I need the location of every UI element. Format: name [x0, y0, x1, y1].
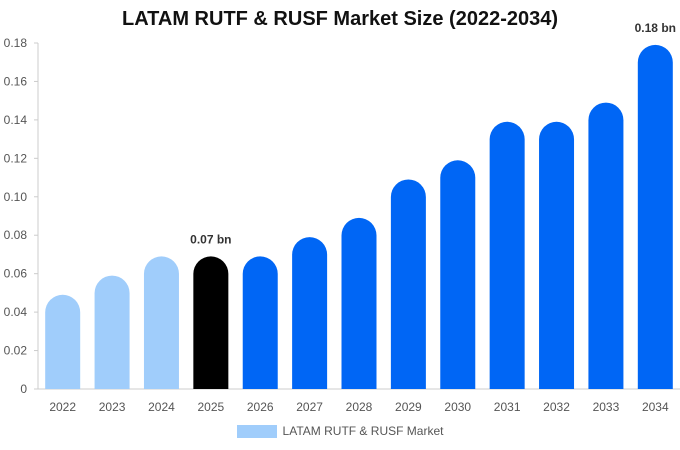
data-label-2034: 0.18 bn — [635, 21, 676, 35]
legend-swatch — [236, 424, 277, 438]
x-tick-label: 2024 — [148, 400, 175, 414]
bar-2024[interactable] — [143, 256, 179, 389]
x-tick-label: 2023 — [99, 400, 126, 414]
x-tick-label: 2032 — [543, 400, 570, 414]
y-tick-label: 0.16 — [4, 74, 28, 88]
x-tick-label: 2025 — [197, 400, 224, 414]
y-axis: 0 0.02 0.04 0.06 0.08 0.10 0.12 0.14 0.16 0.18 — [4, 36, 39, 396]
y-tick-label: 0.04 — [4, 305, 28, 319]
bar-2031[interactable] — [489, 121, 525, 389]
data-labels: 0.07 bn 0.18 bn — [190, 21, 676, 246]
x-tick-label: 2033 — [593, 400, 620, 414]
x-tick-label: 2027 — [296, 400, 323, 414]
y-tick-label: 0.06 — [4, 267, 28, 281]
chart-title: LATAM RUTF & RUSF Market Size (2022-2034… — [121, 8, 558, 30]
legend[interactable]: LATAM RUTF & RUSF Market — [0, 424, 680, 438]
bar-2026[interactable] — [242, 256, 278, 389]
bar-2032[interactable] — [539, 121, 575, 389]
y-tick-label: 0.12 — [4, 151, 28, 165]
y-tick-label: 0.18 — [4, 36, 28, 50]
x-tick-label: 2028 — [346, 400, 373, 414]
x-tick-label: 2029 — [395, 400, 422, 414]
bars — [45, 44, 673, 390]
y-tick-label: 0.08 — [4, 228, 28, 242]
x-tick-label: 2034 — [642, 400, 669, 414]
y-tick-label: 0.10 — [4, 190, 28, 204]
x-tick-label: 2022 — [49, 400, 76, 414]
bar-2025[interactable] — [193, 256, 229, 389]
legend-label: LATAM RUTF & RUSF Market — [282, 424, 444, 438]
y-tick-label: 0.14 — [4, 113, 28, 127]
bar-2030[interactable] — [440, 160, 476, 389]
x-tick-label: 2026 — [247, 400, 274, 414]
bar-2023[interactable] — [94, 275, 130, 389]
x-tick-label: 2031 — [494, 400, 521, 414]
x-tick-label: 2030 — [444, 400, 471, 414]
bar-2028[interactable] — [341, 217, 377, 389]
bar-2022[interactable] — [45, 294, 81, 389]
bar-2029[interactable] — [390, 179, 426, 389]
bar-2034[interactable] — [637, 44, 673, 390]
y-tick-label: 0.02 — [4, 344, 28, 358]
y-tick-label: 0 — [20, 382, 27, 396]
bar-2027[interactable] — [292, 237, 328, 389]
bar-2033[interactable] — [588, 102, 624, 389]
x-axis: 2022 2023 2024 2025 2026 2027 2028 2029 2030 2031… — [38, 388, 680, 414]
data-label-2025: 0.07 bn — [190, 232, 231, 246]
